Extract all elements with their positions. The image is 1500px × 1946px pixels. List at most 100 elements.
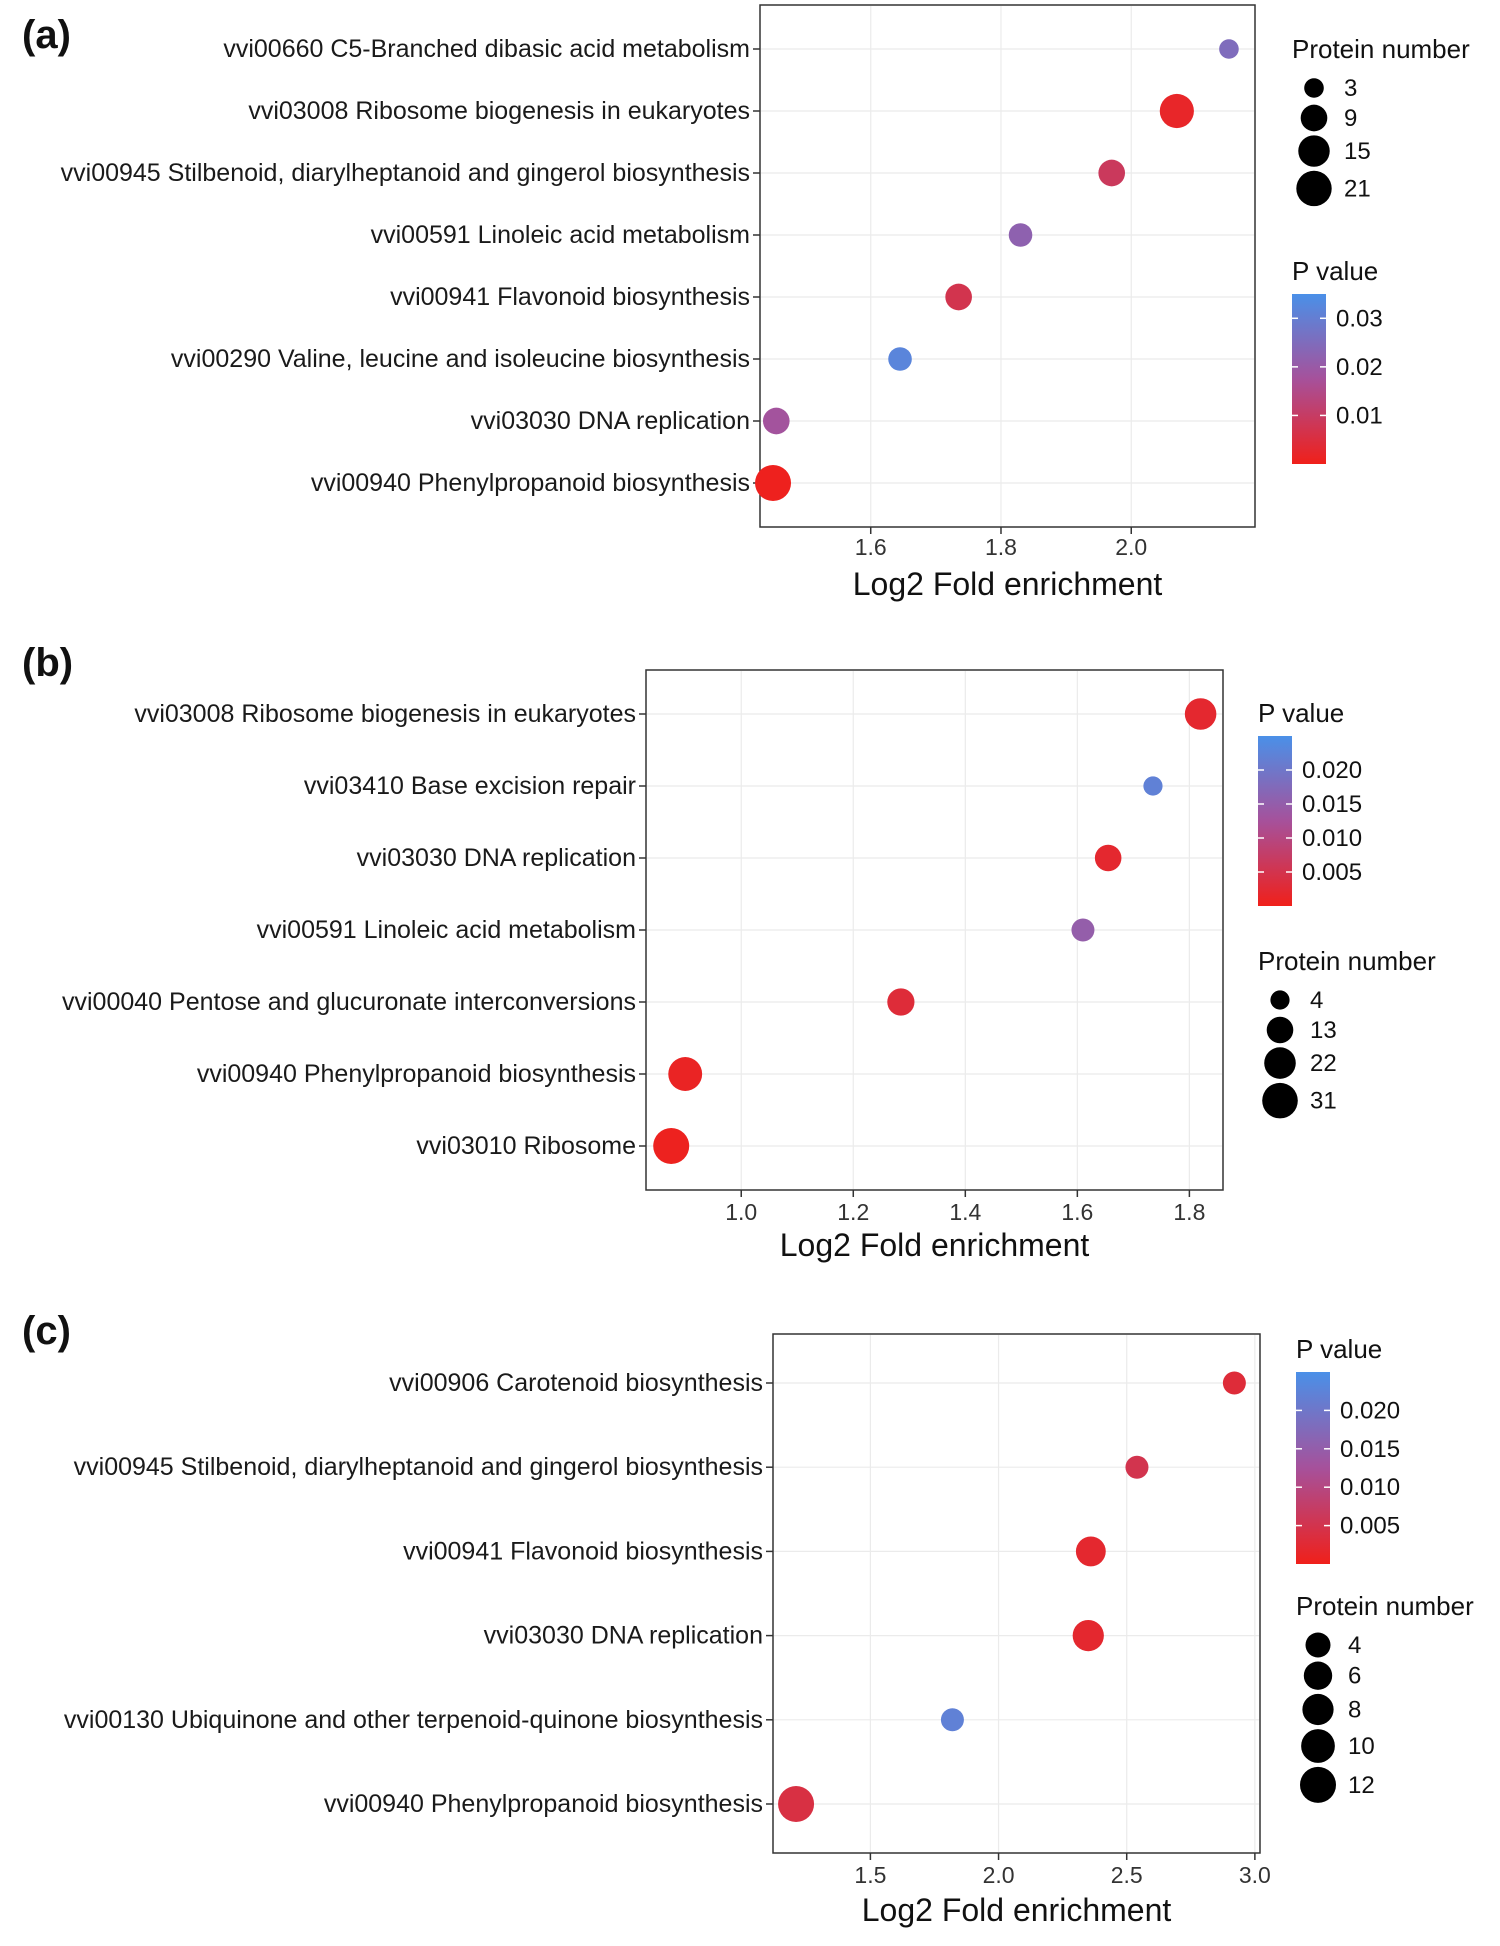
data-point (1159, 93, 1194, 129)
data-point (888, 347, 912, 371)
x-axis-title: Log2 Fold enrichment (780, 1227, 1090, 1263)
size-legend-label: 10 (1348, 1733, 1375, 1760)
plot-area (772, 1333, 1261, 1854)
size-legend-label: 12 (1348, 1772, 1375, 1799)
category-label: vvi03010 Ribosome (416, 1132, 636, 1160)
category-label: vvi00591 Linoleic acid metabolism (257, 916, 636, 944)
data-point (668, 1057, 703, 1091)
category-label: vvi00940 Phenylpropanoid biosynthesis (197, 1060, 636, 1088)
x-tick-label: 1.5 (854, 1862, 886, 1888)
size-legend-label: 15 (1344, 138, 1371, 165)
size-legend: Protein number 3 9 15 21 (1292, 34, 1470, 207)
chart-panel-c: (c) vvi00906 Carotenoid biosynthesis vvi00… (22, 1309, 1474, 1928)
x-tick-label: 1.4 (949, 1199, 981, 1225)
data-point (1098, 159, 1126, 187)
data-point (1219, 39, 1239, 59)
x-axis-title: Log2 Fold enrichment (853, 566, 1163, 602)
color-legend: P value 0.020 0.015 0.010 0.005 (1296, 1334, 1400, 1564)
color-legend-label: 0.005 (1302, 859, 1362, 886)
data-point (1071, 918, 1095, 942)
x-tick-label: 1.2 (837, 1199, 869, 1225)
size-legend-key (1302, 1693, 1334, 1726)
x-tick-label: 2.0 (983, 1862, 1015, 1888)
data-point (1143, 776, 1163, 796)
color-legend: P value 0.03 0.02 0.01 (1292, 256, 1383, 464)
category-label: vvi00945 Stilbenoid, diarylheptanoid and… (74, 1453, 763, 1481)
size-legend-label: 4 (1310, 987, 1323, 1014)
category-label: vvi00940 Phenylpropanoid biosynthesis (324, 1790, 763, 1818)
size-legend-title: Protein number (1292, 34, 1470, 64)
category-label: vvi00940 Phenylpropanoid biosynthesis (311, 469, 750, 497)
x-tick-label: 3.0 (1239, 1862, 1271, 1888)
x-tick-label: 1.0 (725, 1199, 757, 1225)
panel-label: (c) (22, 1309, 71, 1353)
color-legend-label: 0.010 (1302, 825, 1362, 852)
size-legend: Protein number 4 13 22 31 (1258, 946, 1436, 1119)
data-point (762, 407, 790, 435)
size-legend-label: 22 (1310, 1050, 1337, 1077)
panel-label: (b) (22, 641, 73, 685)
size-legend-key (1262, 1082, 1298, 1119)
category-label: vvi03030 DNA replication (484, 1622, 763, 1650)
color-legend-title: P value (1292, 256, 1378, 286)
size-legend-label: 9 (1344, 105, 1357, 132)
size-legend-key (1270, 990, 1290, 1010)
size-legend-title: Protein number (1258, 946, 1436, 976)
size-legend-label: 13 (1310, 1017, 1337, 1044)
category-label: vvi00660 C5-Branched dibasic acid metabo… (223, 35, 750, 63)
category-label: vvi00941 Flavonoid biosynthesis (390, 283, 750, 311)
size-legend-key (1298, 135, 1330, 167)
category-label: vvi00941 Flavonoid biosynthesis (403, 1537, 763, 1565)
data-point (1075, 1536, 1106, 1567)
color-legend-title: P value (1296, 1334, 1382, 1364)
x-tick-label: 1.8 (1173, 1199, 1205, 1225)
category-label: vvi03410 Base excision repair (304, 772, 636, 800)
data-point (1094, 844, 1122, 872)
color-legend-label: 0.01 (1336, 402, 1383, 429)
color-legend-label: 0.020 (1340, 1397, 1400, 1424)
x-tick-label: 2.0 (1115, 534, 1147, 560)
data-point (1125, 1455, 1149, 1479)
x-tick-label: 1.6 (1061, 1199, 1093, 1225)
size-legend-key (1304, 78, 1324, 98)
data-point (1222, 1371, 1246, 1395)
panel-label: (a) (22, 13, 71, 57)
color-legend: P value 0.020 0.015 0.010 0.005 (1258, 698, 1362, 906)
size-legend-label: 6 (1348, 1663, 1361, 1690)
plot-area (759, 4, 1256, 528)
color-legend-label: 0.010 (1340, 1474, 1400, 1501)
size-legend-key (1264, 1047, 1296, 1079)
color-bar (1296, 1372, 1330, 1564)
chart-panel-a: (a) vvi00660 C5-Branched dibasic acid met… (22, 4, 1470, 602)
category-label: vvi03008 Ribosome biogenesis in eukaryot… (134, 700, 636, 728)
category-label: vvi00591 Linoleic acid metabolism (371, 221, 750, 249)
x-tick-label: 1.6 (855, 534, 887, 560)
data-point (755, 465, 792, 501)
color-bar (1258, 736, 1292, 906)
x-tick-label: 1.8 (985, 534, 1017, 560)
color-legend-label: 0.03 (1336, 305, 1383, 332)
category-label: vvi03008 Ribosome biogenesis in eukaryot… (248, 97, 750, 125)
category-label: vvi00290 Valine, leucine and isoleucine … (171, 345, 750, 373)
size-legend-label: 8 (1348, 1697, 1361, 1724)
category-label: vvi00906 Carotenoid biosynthesis (389, 1369, 763, 1397)
x-axis-title: Log2 Fold enrichment (862, 1892, 1172, 1928)
size-legend-key (1266, 1016, 1294, 1044)
category-label: vvi00040 Pentose and glucuronate interco… (62, 988, 636, 1016)
data-point (887, 988, 915, 1016)
size-legend: Protein number 4 6 8 10 12 (1296, 1591, 1474, 1803)
data-point (945, 283, 972, 311)
data-point (940, 1708, 964, 1732)
category-label: vvi03030 DNA replication (357, 844, 636, 872)
size-legend-key (1305, 1632, 1331, 1658)
color-legend-label: 0.020 (1302, 757, 1362, 784)
color-legend-label: 0.015 (1302, 791, 1362, 818)
data-point (1072, 1619, 1104, 1652)
data-point (653, 1128, 690, 1164)
size-legend-key (1301, 1729, 1335, 1763)
color-legend-label: 0.02 (1336, 354, 1383, 381)
size-legend-label: 4 (1348, 1632, 1361, 1659)
color-legend-title: P value (1258, 698, 1344, 728)
